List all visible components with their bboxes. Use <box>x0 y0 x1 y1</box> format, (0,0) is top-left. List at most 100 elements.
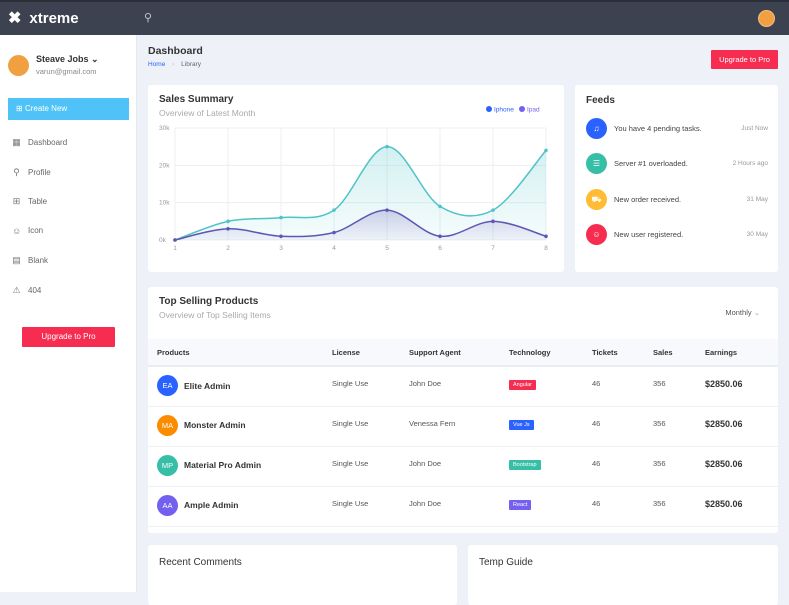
column-header: Tickets <box>592 339 653 367</box>
logo[interactable]: ✖ xtreme <box>8 9 79 28</box>
top-selling-card: Top Selling Products Overview of Top Sel… <box>148 287 778 533</box>
support-agent: John Doe <box>409 366 509 407</box>
card-title: Top Selling Products <box>159 296 259 307</box>
page-title: Dashboard <box>148 45 203 57</box>
column-header: Products <box>148 339 332 367</box>
sidebar: Steave Jobs ⌄ varun@gmail.com ⊞ Create N… <box>0 35 137 592</box>
sidebar-item-icon[interactable]: ☺ Icon <box>12 226 132 236</box>
server-icon: ☰ <box>586 153 607 175</box>
table-row[interactable]: EA Elite Admin Single Use John Doe Angula… <box>148 366 778 407</box>
user-email: varun@gmail.com <box>36 67 97 76</box>
card-title: Temp Guide <box>479 557 533 568</box>
technology-badge: Angular <box>509 380 536 390</box>
topbar: ✖ xtreme ⚲ <box>0 0 789 35</box>
technology-badge: React <box>509 499 532 510</box>
data-point <box>332 208 336 212</box>
legend-marker <box>519 106 525 112</box>
column-header: Sales <box>653 339 705 367</box>
sidebar-item-label: Table <box>28 197 48 207</box>
license: Single Use <box>332 406 409 447</box>
data-point <box>491 219 495 224</box>
data-point <box>438 204 442 209</box>
license: Single Use <box>332 366 409 407</box>
avatar: EA <box>157 375 178 396</box>
sidebar-item-404[interactable]: ⚠ 404 <box>12 285 132 296</box>
breadcrumb-home[interactable]: Home <box>148 61 166 68</box>
legend-marker <box>486 106 492 112</box>
feed-item[interactable]: ♫ You have 4 pending tasks. Just Now <box>586 118 768 139</box>
feed-item[interactable]: ☺ New user registered. 30 May <box>586 223 768 245</box>
table-row[interactable]: AA Ample Admin Single Use John Doe React … <box>148 486 778 527</box>
card-title: Recent Comments <box>159 557 242 568</box>
sales: 356 <box>653 486 705 527</box>
chevron-down-icon[interactable]: ⌄ <box>91 54 99 64</box>
icon-icon: ☺ <box>12 225 22 236</box>
feed-time: Just Now <box>741 125 768 132</box>
avatar <box>8 54 29 76</box>
feed-text: New user registered. <box>614 229 684 239</box>
sidebar-upgrade-button[interactable]: Upgrade to Pro <box>22 327 115 347</box>
series-area-ipad <box>175 210 546 240</box>
sidebar-item-blank[interactable]: ▤ Blank <box>12 255 132 266</box>
product-name: Ample Admin <box>184 500 239 510</box>
avatar[interactable] <box>758 10 775 27</box>
data-point <box>279 215 283 220</box>
table-row[interactable]: MA Monster Admin Single Use Venessa Fern … <box>148 406 778 447</box>
sidebar-item-label: Blank <box>28 256 49 266</box>
feed-text: You have 4 pending tasks. <box>614 124 702 133</box>
feed-time: 30 May <box>746 230 768 238</box>
card-subtitle: Overview of Top Selling Items <box>159 310 271 320</box>
earnings: $2850.06 <box>705 366 778 407</box>
feed-text: New order received. <box>614 194 682 204</box>
data-point <box>226 227 230 231</box>
sidebar-item-label: Dashboard <box>28 138 68 147</box>
404-icon: ⚠ <box>12 285 21 295</box>
card-title: Sales Summary <box>159 94 234 105</box>
license: Single Use <box>332 446 409 487</box>
sales-summary-card: Sales Summary Overview of Latest Month 0… <box>148 85 564 272</box>
card-title: Feeds <box>586 95 615 106</box>
user-icon: ☺ <box>586 223 607 245</box>
data-point <box>226 219 230 224</box>
y-tick-label: 30k <box>159 125 170 132</box>
chevron-down-icon: ⌄ <box>753 308 760 317</box>
sidebar-item-table[interactable]: ⊞ Table <box>12 196 132 207</box>
y-tick-label: 0k <box>159 237 167 244</box>
data-point <box>279 234 283 239</box>
series-line-ipad <box>174 209 547 241</box>
support-agent: John Doe <box>409 486 509 527</box>
column-header: Technology <box>509 339 592 367</box>
sidebar-item-label: 404 <box>28 286 42 295</box>
product-name: Elite Admin <box>184 380 231 391</box>
x-tick-label: 2 <box>226 245 230 252</box>
table-icon: ⊞ <box>12 196 21 207</box>
x-tick-label: 7 <box>491 245 495 252</box>
period-select[interactable]: Monthly ⌄ <box>725 308 760 317</box>
column-header: License <box>332 339 409 367</box>
feed-item[interactable]: ⛟ New order received. 31 May <box>586 188 768 210</box>
product-name: Monster Admin <box>184 420 246 430</box>
create-new-button[interactable]: ⊞ Create New <box>8 98 129 120</box>
sales: 356 <box>653 366 705 407</box>
license: Single Use <box>332 486 409 527</box>
x-tick-label: 4 <box>332 245 336 252</box>
support-agent: Venessa Fern <box>409 406 509 447</box>
upgrade-button[interactable]: Upgrade to Pro <box>711 50 778 69</box>
data-point <box>385 144 389 149</box>
sidebar-item-profile[interactable]: ⚲ Profile <box>12 167 132 178</box>
logo-icon: ✖ <box>8 10 22 27</box>
sales: 356 <box>653 446 705 487</box>
sidebar-item-dashboard[interactable]: ▦ Dashboard <box>12 137 132 148</box>
user-name: Steave Jobs <box>36 54 89 64</box>
feed-item[interactable]: ☰ Server #1 overloaded. 2 Hours ago <box>586 153 768 175</box>
x-tick-label: 6 <box>438 245 442 252</box>
legend-label: Ipad <box>527 107 540 114</box>
bell-icon: ♫ <box>586 118 607 139</box>
user-profile[interactable]: Steave Jobs ⌄ varun@gmail.com <box>8 54 99 76</box>
table-row[interactable]: MP Material Pro Admin Single Use John Doe… <box>148 446 778 487</box>
avatar: MA <box>157 414 178 436</box>
recent-comments-card: Recent Comments <box>148 545 457 605</box>
sidebar-item-label: Icon <box>28 226 44 236</box>
breadcrumb: Home › Library <box>148 61 202 68</box>
search-icon[interactable]: ⚲ <box>144 12 153 24</box>
